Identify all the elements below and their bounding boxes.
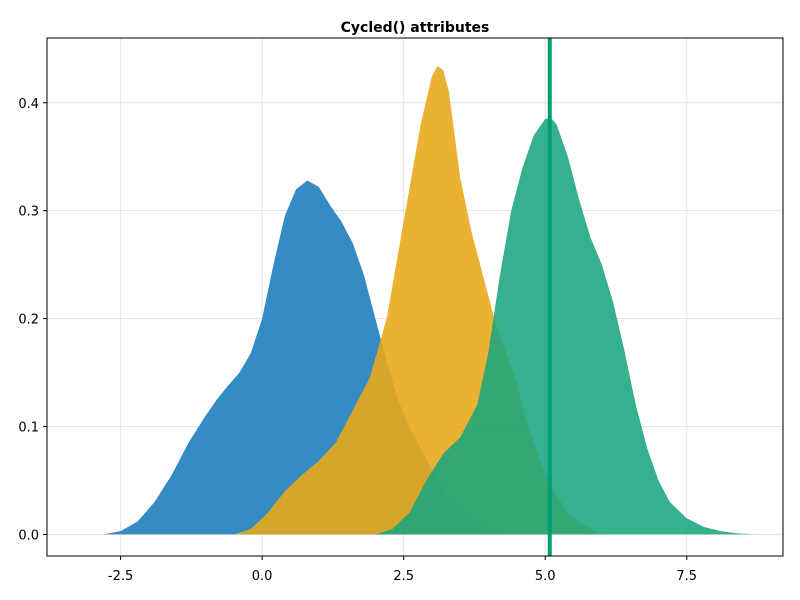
y-tick-label: 0.4	[18, 97, 39, 112]
y-tick-label: 0.1	[18, 421, 39, 436]
y-axis: 0.0 0.1 0.2 0.3 0.4	[18, 97, 47, 543]
x-axis: -2.5 0.0 2.5 5.0 7.5	[108, 556, 697, 584]
x-tick-label: -2.5	[108, 569, 133, 584]
plot-frame	[46, 37, 784, 557]
x-tick-label: 7.5	[676, 569, 697, 584]
density-area-3	[375, 117, 755, 535]
x-tick-label: 5.0	[535, 569, 556, 584]
density-areas	[103, 66, 755, 535]
chart-title: Cycled() attributes	[341, 20, 490, 36]
y-tick-label: 0.0	[18, 528, 39, 543]
density-area-1	[103, 180, 546, 535]
x-tick-label: 2.5	[393, 569, 414, 584]
y-tick-label: 0.2	[18, 313, 39, 328]
x-tick-label: 0.0	[252, 569, 273, 584]
y-tick-label: 0.3	[18, 205, 39, 220]
